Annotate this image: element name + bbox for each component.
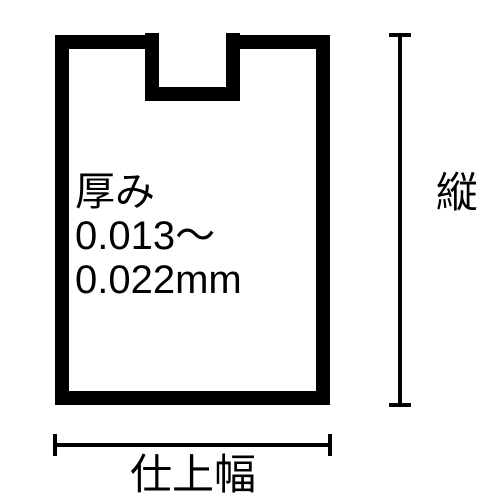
thickness-label-line3: 0.022mm	[75, 258, 242, 302]
dim-width-label: 仕上幅	[130, 452, 256, 498]
thickness-label: 厚み0.013～0.022mm	[75, 170, 242, 302]
dim-height-label: 縦	[430, 170, 476, 212]
dim-height-cap-bottom	[389, 403, 411, 407]
dim-height-line	[398, 35, 402, 405]
bag-handle-notch	[145, 33, 240, 101]
dim-height-cap-top	[389, 33, 411, 37]
thickness-label-line1: 厚み	[75, 170, 242, 214]
dim-width-cap-right	[328, 434, 332, 456]
thickness-label-line2: 0.013～	[75, 214, 242, 258]
dim-width-line	[55, 443, 330, 447]
dim-width-cap-left	[53, 434, 57, 456]
